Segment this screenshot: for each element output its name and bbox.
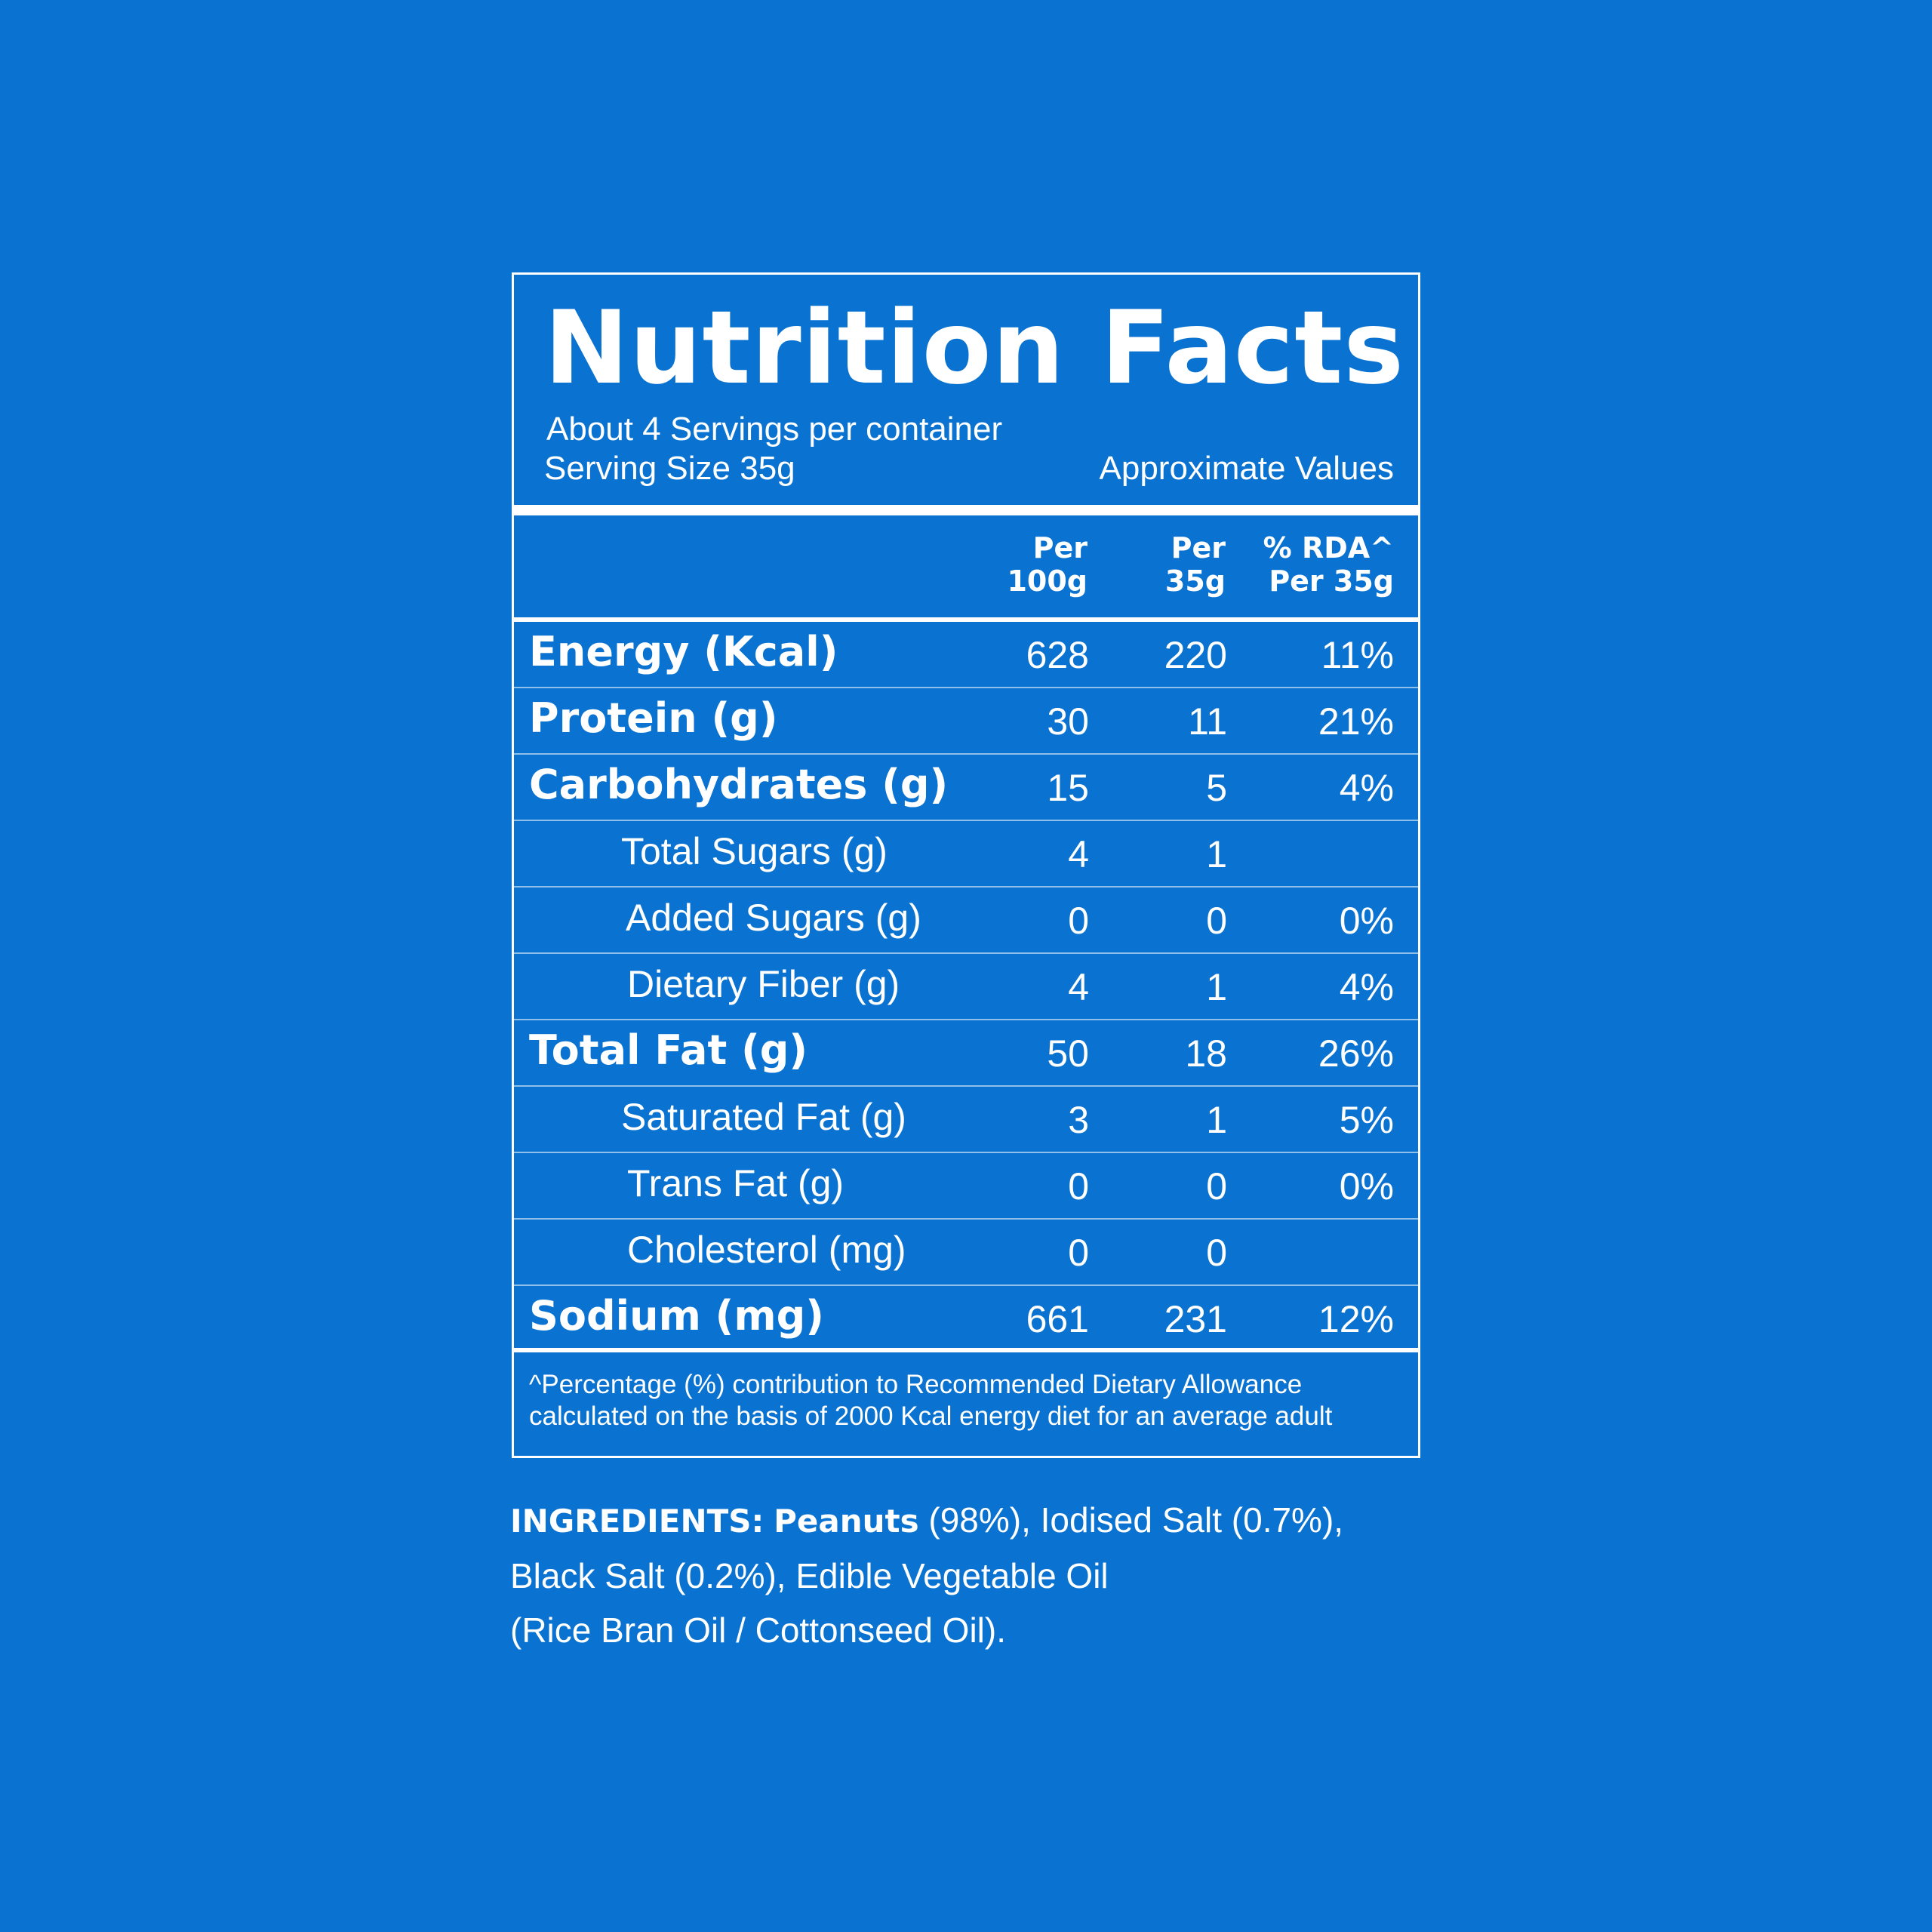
ingredients-line-3: (Rice Bran Oil / Cottonseed Oil). — [510, 1611, 1007, 1650]
value-rda: 0% — [1339, 900, 1394, 942]
column-header-rda: % RDA^ Per 35g — [1263, 531, 1394, 598]
value-per-100g: 50 — [1047, 1032, 1089, 1075]
nutrient-row-dietary-fiber: Dietary Fiber (g) 4 1 4% — [514, 954, 1418, 1020]
ingredient-peanuts: Peanuts — [774, 1503, 919, 1540]
label-title: Nutrition Facts — [544, 289, 1405, 407]
value-rda: 12% — [1318, 1298, 1394, 1340]
ingredients-line-2: Black Salt (0.2%), Edible Vegetable Oil — [510, 1556, 1109, 1595]
nutrient-name: Protein (g) — [529, 694, 778, 742]
nutrient-name: Carbohydrates (g) — [529, 761, 949, 808]
value-per-100g: 4 — [1068, 966, 1089, 1008]
column-header-per-100g: Per 100g — [1007, 531, 1088, 598]
value-per-100g: 661 — [1026, 1298, 1089, 1340]
value-per-35g: 220 — [1164, 634, 1227, 676]
nutrient-row-carbohydrates: Carbohydrates (g) 15 5 4% — [514, 755, 1418, 821]
nutrient-row-energy: Energy (Kcal) 628 220 11% — [514, 622, 1418, 688]
value-per-100g: 4 — [1068, 833, 1089, 875]
value-rda: 4% — [1339, 966, 1394, 1008]
nutrient-name: Total Fat (g) — [529, 1026, 808, 1074]
nutrient-row-trans-fat: Trans Fat (g) 0 0 0% — [514, 1153, 1418, 1220]
servings-per-container: About 4 Servings per container — [546, 411, 1003, 448]
nutrient-row-total-fat: Total Fat (g) 50 18 26% — [514, 1020, 1418, 1087]
value-rda: 11% — [1321, 634, 1394, 676]
nutrient-name: Total Sugars (g) — [621, 830, 888, 872]
value-per-35g: 0 — [1206, 900, 1227, 942]
value-rda: 21% — [1318, 700, 1394, 743]
value-per-100g: 0 — [1068, 900, 1089, 942]
value-per-100g: 30 — [1047, 700, 1089, 743]
nutrient-name: Dietary Fiber (g) — [627, 963, 900, 1005]
nutrition-facts-label: Nutrition Facts About 4 Servings per con… — [512, 272, 1420, 1458]
ingredients-list: INGREDIENTS: Peanuts (98%), Iodised Salt… — [510, 1493, 1454, 1657]
value-per-35g: 1 — [1206, 833, 1227, 875]
nutrient-name: Sodium (mg) — [529, 1292, 824, 1340]
rda-footnote: ^Percentage (%) contribution to Recommen… — [529, 1370, 1333, 1431]
value-per-35g: 1 — [1206, 1099, 1227, 1141]
header-divider — [514, 617, 1418, 622]
value-per-100g: 628 — [1026, 634, 1089, 676]
value-per-35g: 5 — [1206, 767, 1227, 809]
ingredients-line-1-rest: (98%), Iodised Salt (0.7%), — [918, 1500, 1344, 1540]
value-per-35g: 18 — [1185, 1032, 1227, 1075]
nutrient-row-sodium: Sodium (mg) 661 231 12% — [514, 1286, 1418, 1352]
value-rda: 5% — [1339, 1099, 1394, 1141]
thick-divider — [514, 505, 1418, 515]
ingredients-heading: INGREDIENTS: — [510, 1503, 764, 1540]
nutrient-name: Energy (Kcal) — [529, 628, 838, 675]
serving-size: Serving Size 35g — [544, 450, 795, 487]
value-rda: 4% — [1339, 767, 1394, 809]
approximate-values-note: Approximate Values — [1099, 450, 1395, 487]
value-per-100g: 3 — [1068, 1099, 1089, 1141]
value-per-35g: 0 — [1206, 1165, 1227, 1208]
value-per-35g: 231 — [1164, 1298, 1227, 1340]
value-rda: 26% — [1318, 1032, 1394, 1075]
nutrient-row-added-sugars: Added Sugars (g) 0 0 0% — [514, 888, 1418, 954]
value-per-35g: 11 — [1188, 700, 1227, 743]
value-per-100g: 0 — [1068, 1165, 1089, 1208]
nutrient-name: Saturated Fat (g) — [621, 1096, 906, 1138]
nutrient-row-protein: Protein (g) 30 11 21% — [514, 688, 1418, 755]
value-rda: 0% — [1339, 1165, 1394, 1208]
value-per-35g: 0 — [1206, 1232, 1227, 1274]
nutrient-row-cholesterol: Cholesterol (mg) 0 0 — [514, 1220, 1418, 1286]
column-header-per-35g: Per 35g — [1164, 531, 1226, 598]
nutrient-name: Added Sugars (g) — [626, 897, 921, 939]
value-per-100g: 0 — [1068, 1232, 1089, 1274]
nutrient-name: Trans Fat (g) — [627, 1162, 844, 1204]
nutrient-row-total-sugars: Total Sugars (g) 4 1 — [514, 821, 1418, 888]
nutrient-name: Cholesterol (mg) — [627, 1229, 906, 1271]
ingredients-line-1: INGREDIENTS: Peanuts (98%), Iodised Salt… — [510, 1493, 1454, 1549]
nutrient-row-saturated-fat: Saturated Fat (g) 3 1 5% — [514, 1087, 1418, 1153]
nutrient-table: Energy (Kcal) 628 220 11% Protein (g) 30… — [514, 622, 1418, 1352]
value-per-100g: 15 — [1047, 767, 1089, 809]
value-per-35g: 1 — [1206, 966, 1227, 1008]
